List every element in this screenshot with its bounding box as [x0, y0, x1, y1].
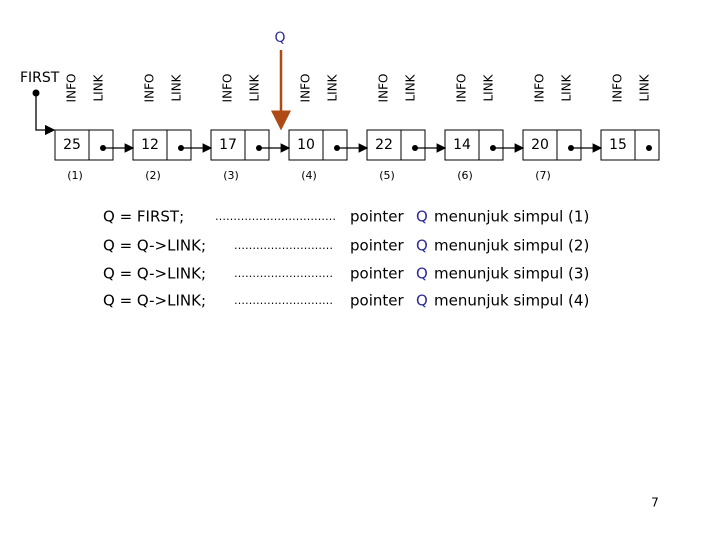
step-text: pointer	[350, 265, 404, 283]
step-code: Q = Q->LINK;	[103, 265, 206, 283]
step-text: menunjuk simpul (2)	[434, 237, 589, 255]
step-text: pointer	[350, 292, 404, 310]
node-value: 22	[375, 137, 393, 153]
node-index: (2)	[145, 169, 161, 182]
step-dots: ………………………	[234, 294, 333, 307]
link-label: LINK	[92, 73, 106, 101]
info-label: INFO	[299, 74, 313, 103]
first-label: FIRST	[20, 70, 60, 86]
step-code: Q = Q->LINK;	[103, 292, 206, 310]
pointer-label: Q	[274, 30, 285, 46]
step-text: pointer	[350, 237, 404, 255]
link-label: LINK	[560, 73, 574, 101]
link-cell	[244, 129, 270, 161]
link-label: LINK	[404, 73, 418, 101]
info-label: INFO	[221, 74, 235, 103]
info-label: INFO	[65, 74, 79, 103]
link-label: LINK	[170, 73, 184, 101]
info-label: INFO	[377, 74, 391, 103]
step-dots: ……………………………	[215, 210, 336, 223]
node-value: 10	[297, 137, 315, 153]
step-pointer: Q	[416, 208, 428, 226]
info-label: INFO	[455, 74, 469, 103]
node-index: (1)	[67, 169, 83, 182]
step-pointer: Q	[416, 237, 428, 255]
link-label: LINK	[638, 73, 652, 101]
step-code: Q = FIRST;	[103, 208, 184, 226]
node-index: (4)	[301, 169, 317, 182]
step-pointer: Q	[416, 265, 428, 283]
step-text: menunjuk simpul (1)	[434, 208, 589, 226]
link-label: LINK	[326, 73, 340, 101]
step-code: Q = Q->LINK;	[103, 237, 206, 255]
node-value: 12	[141, 137, 159, 153]
link-cell	[322, 129, 348, 161]
info-label: INFO	[611, 74, 625, 103]
node-index: (6)	[457, 169, 473, 182]
node-value: 25	[63, 137, 81, 153]
link-label: LINK	[248, 73, 262, 101]
link-cell	[556, 129, 582, 161]
link-cell	[88, 129, 114, 161]
link-cell	[400, 129, 426, 161]
link-cell	[166, 129, 192, 161]
info-label: INFO	[533, 74, 547, 103]
step-text: pointer	[350, 208, 404, 226]
node-index: (3)	[223, 169, 239, 182]
node-value: 14	[453, 137, 471, 153]
node-value: 20	[531, 137, 549, 153]
node-value: 17	[219, 137, 237, 153]
step-dots: ………………………	[234, 239, 333, 252]
first-arrow	[35, 93, 56, 136]
link-cell	[478, 129, 504, 161]
link-cell	[634, 129, 660, 161]
step-pointer: Q	[416, 292, 428, 310]
step-text: menunjuk simpul (4)	[434, 292, 589, 310]
node-index: (5)	[379, 169, 395, 182]
node-index: (7)	[535, 169, 551, 182]
node-value: 15	[609, 137, 627, 153]
step-text: menunjuk simpul (3)	[434, 265, 589, 283]
link-dot	[646, 145, 652, 151]
page-number: 7	[651, 496, 659, 510]
info-label: INFO	[143, 74, 157, 103]
step-dots: ………………………	[234, 267, 333, 280]
link-label: LINK	[482, 73, 496, 101]
